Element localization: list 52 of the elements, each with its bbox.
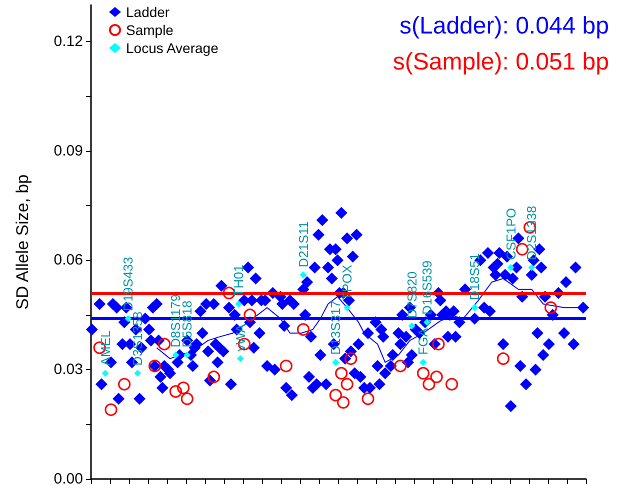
point: [329, 388, 342, 402]
point: [177, 382, 190, 394]
point: [180, 392, 194, 406]
data-label: D19S433: [120, 256, 136, 312]
ref-line-label: s(Ladder): 0.044 bp: [400, 12, 610, 40]
point: [471, 304, 478, 312]
point: [102, 370, 109, 377]
point: [335, 366, 348, 380]
point: [118, 378, 131, 390]
point: [394, 360, 407, 372]
point: [300, 271, 307, 278]
data-label: CSF1PO: [503, 208, 518, 260]
data-label: D2S1338: [524, 206, 540, 260]
data-label: vWA: [232, 324, 248, 352]
point: [332, 358, 340, 366]
y-tick-label: 0.09: [54, 142, 83, 160]
point: [236, 355, 244, 362]
y-tick-label: 0.00: [54, 470, 83, 488]
y-tick-label: 0.03: [54, 361, 83, 378]
point: [336, 396, 350, 409]
point: [430, 370, 443, 384]
data-label: D13S317: [328, 300, 344, 355]
point: [280, 360, 292, 372]
legend-label: Ladder: [126, 4, 170, 20]
y-axis-title: SD Allele Size, bp: [13, 174, 32, 310]
point: [104, 403, 118, 416]
legend-label: Locus Average: [126, 40, 219, 56]
y-tick-label: 0.12: [54, 32, 83, 50]
data-label: TPOX: [340, 264, 355, 300]
point: [222, 286, 236, 300]
point: [496, 352, 510, 365]
ref-line-label: s(Sample): 0.051 bp: [392, 48, 610, 76]
point: [420, 358, 427, 366]
data-label: D18S51: [467, 253, 482, 300]
data-label: AMEL: [98, 330, 113, 366]
data-label: D7S820: [404, 271, 420, 318]
point: [362, 392, 374, 406]
legend-label: Sample: [126, 22, 174, 38]
data-label: FGA: [416, 328, 431, 355]
y-tick-label: 0.06: [54, 252, 83, 269]
point: [416, 366, 430, 380]
point: [445, 378, 458, 390]
data-label: D3S1358: [130, 312, 146, 366]
point: [296, 323, 310, 336]
data-label: TH01: [231, 264, 246, 296]
point: [340, 378, 354, 390]
data-label: D16S539: [420, 260, 435, 315]
point: [422, 378, 436, 390]
point: [169, 385, 182, 398]
point: [134, 370, 142, 377]
point: [432, 338, 445, 350]
data-label: D21S11: [296, 221, 311, 268]
